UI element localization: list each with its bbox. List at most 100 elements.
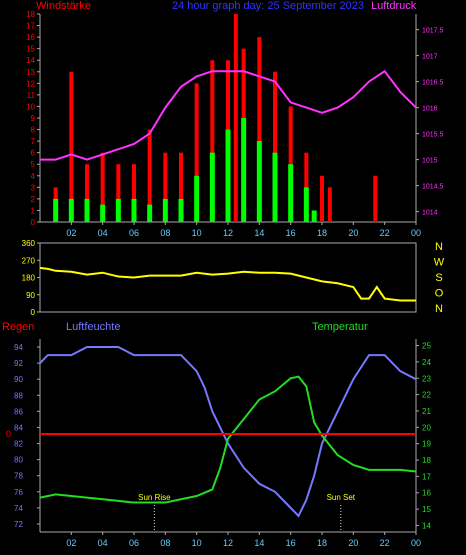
pressure-tick-label: 1014: [422, 210, 438, 217]
wind-avg-bar: [68, 198, 74, 222]
time-tick-label: 10: [192, 538, 202, 548]
wind-avg-bar: [84, 198, 90, 222]
temperature-line: [39, 375, 417, 504]
pressure-tick-label: 1014.5: [422, 184, 444, 191]
wind-avg-bar: [115, 198, 121, 222]
wind-tick-label: 17: [26, 22, 35, 31]
time-tick-label: 14: [254, 538, 264, 548]
time-tick-label: 06: [129, 538, 139, 548]
wind-tick-label: 3: [31, 183, 36, 192]
wind-tick-label: 10: [26, 102, 35, 111]
wind-gust-bar: [194, 83, 199, 222]
wind-avg-bar: [209, 152, 215, 222]
wind-gust-bar: [210, 60, 215, 222]
humidity-line: [39, 346, 417, 518]
pressure-tick-label: 1017.5: [422, 28, 444, 35]
wind-axis-title: Windstärke: [36, 0, 92, 12]
wind-gust-bar: [233, 14, 238, 222]
temperature-tick-label: 16: [422, 489, 431, 498]
time-tick-label: 18: [317, 228, 327, 238]
time-tick-label: 04: [98, 228, 108, 238]
wind-avg-bar: [272, 152, 278, 222]
wind-avg-bar: [131, 198, 137, 222]
wind-tick-label: 14: [26, 56, 35, 65]
wind-tick-label: 6: [31, 149, 36, 158]
wind-gust-bar: [100, 152, 105, 222]
wind-tick-label: 12: [26, 79, 35, 88]
wind-gust-bar: [116, 164, 121, 222]
wind-tick-label: 0: [31, 218, 36, 227]
time-tick-label: 02: [66, 228, 76, 238]
time-tick-label: 12: [223, 228, 233, 238]
pressure-axis-title: Luftdruck: [371, 0, 417, 12]
direction-tick-label: 180: [22, 274, 36, 283]
wind-gust-bar: [320, 175, 324, 222]
direction-tick-label: 360: [22, 239, 36, 248]
humidity-tick-label: 92: [14, 359, 23, 368]
temperature-tick-label: 19: [422, 440, 431, 449]
wind-avg-bar: [225, 129, 231, 222]
rain-axis-title: Regen: [2, 321, 34, 333]
pressure-line: [40, 69, 417, 161]
temperature-tick-label: 25: [422, 342, 431, 351]
wind-gust-bar: [273, 71, 277, 223]
time-tick-label: 06: [129, 228, 139, 238]
sun-rise-label: Sun Rise: [138, 493, 171, 502]
wind-tick-label: 4: [31, 172, 36, 181]
time-tick-label: 18: [317, 538, 327, 548]
wind-direction-line: [39, 266, 416, 302]
wind-tick-label: 16: [26, 33, 35, 42]
pressure-tick-label: 1016: [422, 106, 438, 113]
wind-avg-bar: [256, 141, 262, 222]
pressure-tick-label: 1015.5: [422, 132, 444, 139]
time-tick-label: 22: [380, 538, 390, 548]
temperature-tick-label: 24: [422, 358, 431, 367]
wind-tick-label: 8: [31, 126, 36, 135]
direction-tick-label: 90: [26, 291, 35, 300]
humidity-tick-label: 82: [14, 440, 23, 449]
wind-avg-bar: [100, 204, 106, 222]
humidity-tick-label: 80: [14, 456, 23, 465]
wind-tick-label: 13: [26, 68, 35, 77]
temperature-tick-label: 22: [422, 391, 431, 400]
wind-gust-bar: [85, 164, 89, 222]
time-tick-label: 14: [254, 228, 264, 238]
temperature-tick-label: 23: [422, 374, 431, 383]
direction-tick-label: 270: [22, 256, 36, 265]
wind-avg-bar: [303, 187, 309, 222]
wind-tick-label: 15: [26, 45, 35, 54]
wind-gust-bar: [163, 152, 168, 222]
time-tick-label: 20: [348, 228, 358, 238]
humidity-temperature-chart: Regen Luftfeuchte Temperatur 72 74 76 78 80 82 84…: [2, 321, 431, 548]
temperature-tick-label: 21: [422, 407, 431, 416]
compass-label: N: [435, 241, 443, 253]
wind-tick-label: 18: [26, 10, 35, 19]
wind-tick-label: 9: [31, 114, 36, 123]
wind-gust-bar: [373, 175, 378, 222]
temperature-tick-label: 20: [422, 423, 431, 432]
wind-gust-bar: [69, 71, 74, 223]
humidity-tick-label: 94: [14, 343, 23, 352]
time-tick-label: 08: [160, 538, 170, 548]
humidity-tick-label: 74: [14, 504, 23, 513]
temperature-tick-label: 15: [422, 505, 431, 514]
wind-avg-bar: [162, 198, 168, 222]
wind-gust-bar: [327, 187, 332, 222]
wind-avg-bar: [178, 198, 184, 222]
humidity-tick-label: 88: [14, 391, 23, 400]
time-tick-label: 00: [411, 538, 421, 548]
humidity-tick-label: 76: [14, 488, 23, 497]
time-tick-label: 20: [348, 538, 358, 548]
time-tick-label: 10: [192, 228, 202, 238]
wind-avg-bar: [241, 118, 247, 222]
pressure-tick-label: 1017: [422, 54, 438, 61]
wind-gust-bar: [147, 129, 152, 222]
compass-label: S: [435, 272, 442, 284]
time-tick-label: 04: [98, 538, 108, 548]
time-tick-label: 00: [411, 228, 421, 238]
time-tick-label: 08: [160, 228, 170, 238]
wind-tick-label: 7: [31, 137, 36, 146]
compass-label: N: [435, 303, 443, 315]
wind-avg-bar: [147, 204, 153, 222]
